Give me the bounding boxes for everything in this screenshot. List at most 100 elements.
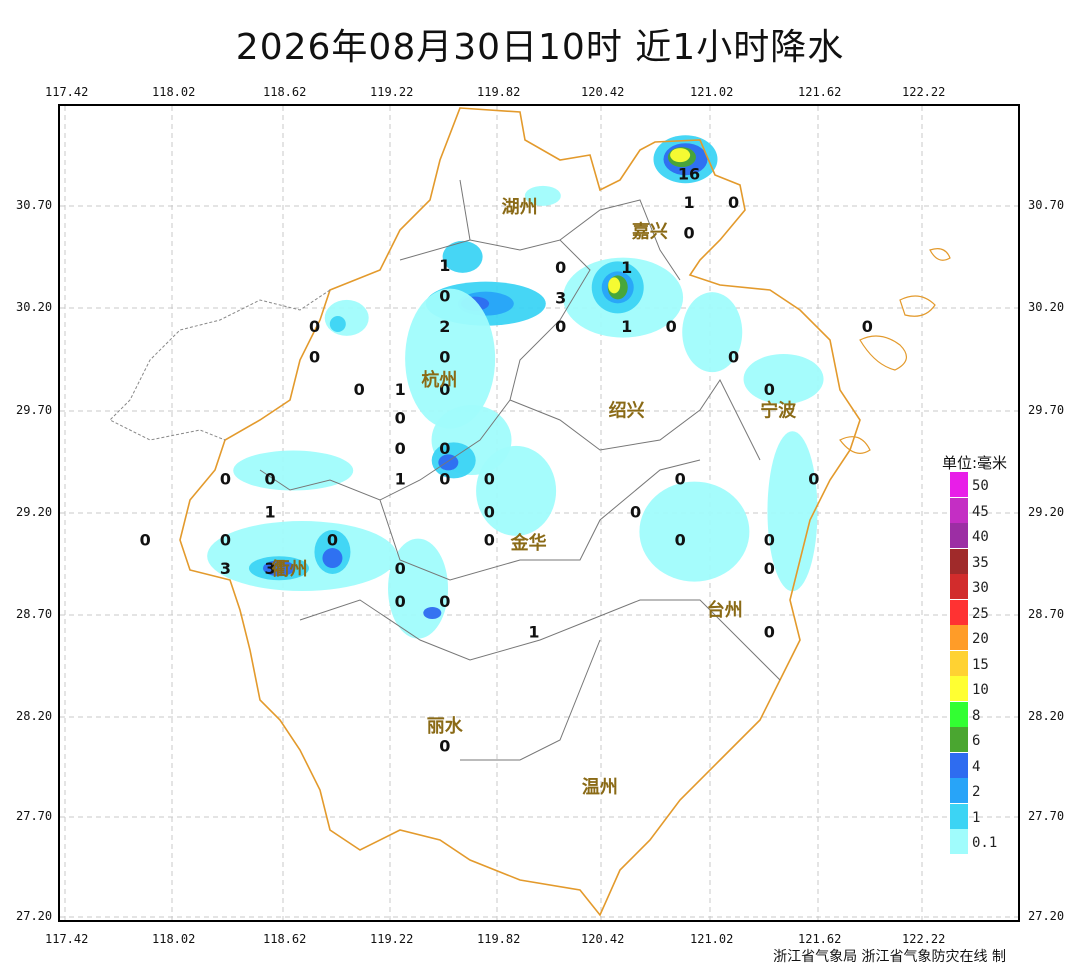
- legend-label: 1: [972, 809, 981, 826]
- station-value: 3: [220, 559, 231, 578]
- y-tick-label: 29.20: [16, 505, 53, 519]
- legend-label: 45: [972, 503, 989, 520]
- station-value: 1: [621, 258, 632, 277]
- legend-label: 15: [972, 656, 989, 673]
- rain-cell: [388, 538, 449, 639]
- station-value: 0: [808, 470, 819, 489]
- x-tick-label: 120.42: [581, 85, 625, 99]
- y-tick-label: 28.20: [16, 709, 53, 723]
- station-value: 0: [675, 470, 686, 489]
- legend-swatch: [950, 829, 968, 854]
- station-value: 0: [395, 559, 406, 578]
- rain-cells: [207, 135, 824, 639]
- station-value: 0: [395, 439, 406, 458]
- city-label: 丽水: [427, 715, 464, 737]
- rain-cell: [608, 277, 621, 294]
- y-tick-label: 30.20: [16, 300, 53, 314]
- rain-cell: [524, 185, 561, 206]
- legend-label: 50: [972, 478, 989, 494]
- x-tick-label: 121.02: [690, 932, 734, 946]
- station-value: 0: [630, 502, 641, 521]
- station-value: 0: [764, 559, 775, 578]
- legend-label: 30: [972, 580, 989, 596]
- legend-swatch: [950, 803, 968, 829]
- station-value: 0: [555, 317, 566, 336]
- x-tick-label: 118.62: [263, 85, 307, 99]
- rain-cell: [329, 316, 346, 333]
- x-tick-label: 118.02: [152, 932, 196, 946]
- station-value: 1: [395, 470, 406, 489]
- legend-swatch: [950, 701, 968, 727]
- legend-swatch: [950, 727, 968, 752]
- footer-credit: 浙江省气象局 浙江省气象防灾在线 制: [773, 949, 1006, 965]
- station-value: 0: [666, 317, 677, 336]
- y-tick-label: 30.20: [1028, 300, 1065, 314]
- x-tick-label: 117.42: [45, 85, 89, 99]
- legend-swatch: [950, 625, 968, 650]
- rain-cell: [639, 481, 750, 582]
- legend-swatch: [950, 778, 968, 803]
- rain-cell: [682, 292, 743, 373]
- province-borders: [109, 107, 951, 917]
- station-value: 0: [140, 531, 151, 550]
- x-tick-label: 121.62: [798, 932, 842, 946]
- rain-cell: [767, 431, 818, 592]
- station-value: 0: [484, 502, 495, 521]
- station-value: 16: [678, 164, 700, 183]
- station-value: 1: [264, 502, 275, 521]
- station-value: 0: [439, 380, 450, 399]
- station-value: 0: [484, 470, 495, 489]
- station-value: 0: [439, 470, 450, 489]
- station-value: 0: [764, 380, 775, 399]
- rain-cell: [670, 148, 691, 163]
- legend-swatch: [950, 472, 968, 497]
- x-tick-label: 118.62: [263, 932, 307, 946]
- legend-swatch: [950, 574, 968, 599]
- station-values: 16 1 0 0 0 1 3 0 1 0 0 0 1 0 2 0 0 0 0 0 1 0 0 1 0 0 0 0 0 0 0 0 0 0 0 0 0 0 0…: [140, 164, 873, 755]
- y-tick-label: 27.70: [16, 809, 53, 823]
- legend-label: 6: [972, 733, 981, 749]
- legend-label: 8: [972, 707, 981, 724]
- rain-cell: [322, 548, 343, 569]
- rain-cell: [476, 445, 557, 536]
- station-value: 0: [395, 409, 406, 428]
- station-value: 0: [439, 736, 450, 755]
- rain-cell: [233, 450, 354, 491]
- legend-title: 单位:毫米: [942, 454, 1008, 472]
- x-tick-label: 121.02: [690, 85, 734, 99]
- inner-boundary-3: [299, 599, 781, 681]
- station-value: 1: [395, 380, 406, 399]
- rain-cell: [438, 454, 459, 471]
- station-value: 0: [309, 317, 320, 336]
- inner-boundary-1: [509, 379, 761, 461]
- zhejiang-outline: [179, 107, 861, 917]
- station-value: 0: [220, 531, 231, 550]
- islands: [839, 248, 951, 454]
- y-tick-label: 27.20: [16, 909, 53, 923]
- station-value: 0: [555, 258, 566, 277]
- station-value: 0: [764, 531, 775, 550]
- station-value: 0: [264, 470, 275, 489]
- legend-label: 10: [972, 682, 989, 698]
- rain-cell: [207, 521, 398, 592]
- city-label: 温州: [582, 777, 618, 798]
- station-value: 1: [528, 622, 539, 641]
- legend-label: 0.1: [972, 835, 998, 851]
- y-tick-label: 29.70: [16, 403, 53, 417]
- rain-cell: [423, 607, 442, 619]
- station-value: 1: [439, 256, 450, 275]
- station-value: 0: [764, 622, 775, 641]
- x-tick-label: 119.82: [477, 932, 521, 946]
- legend-label: 35: [972, 554, 989, 571]
- legend-label: 40: [972, 529, 989, 545]
- legend-swatch: [950, 676, 968, 701]
- x-tick-label: 122.22: [902, 85, 946, 99]
- inner-boundary-5: [559, 199, 681, 281]
- rain-cell: [405, 288, 496, 429]
- y-tick-label: 28.70: [1028, 607, 1065, 621]
- rain-cell: [442, 240, 483, 273]
- legend-swatch: [950, 599, 968, 625]
- legend-label: 20: [972, 631, 989, 647]
- y-tick-label: 29.20: [1028, 505, 1065, 519]
